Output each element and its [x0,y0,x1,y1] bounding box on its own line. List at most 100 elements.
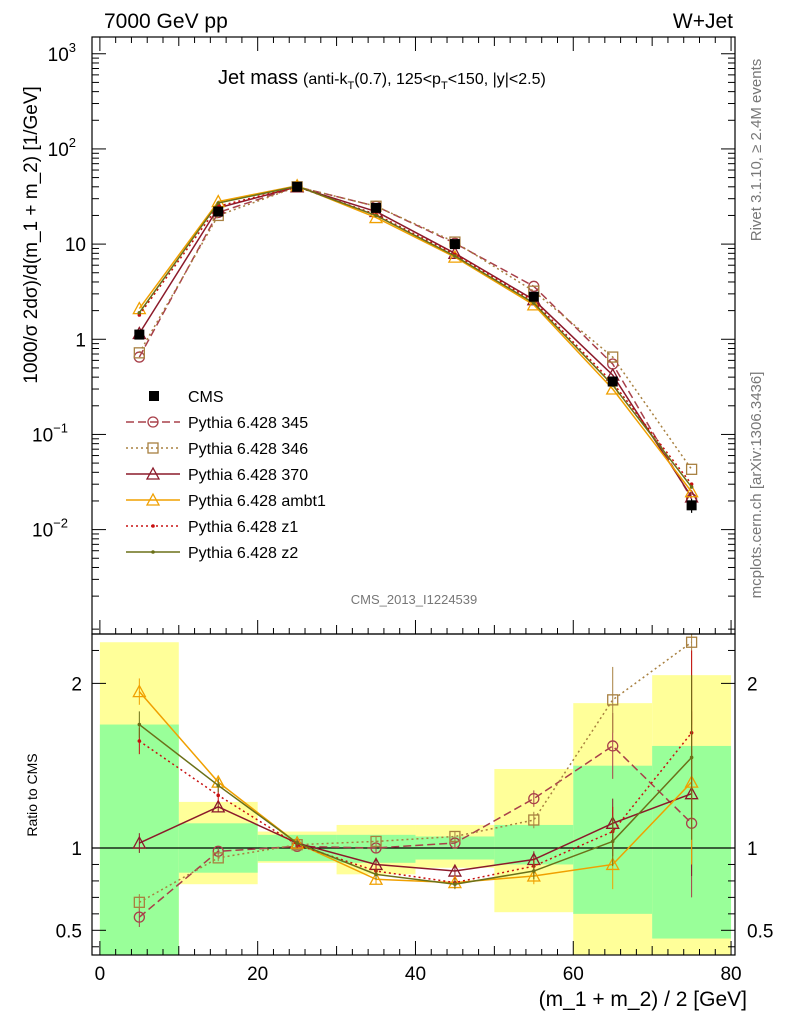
tick-exponent: 2 [69,135,76,150]
ratio-point-ambt1 [605,857,620,871]
x-axis-label: (m_1 + m_2) / 2 [GeV] [539,988,747,1011]
ratio-point-ambt1 [368,871,384,885]
ratio-point-z2 [216,783,221,788]
tick-base: 10 [48,140,69,161]
cms-data-point [371,202,382,213]
series-point-p346 [685,463,698,475]
legend-entry-p370: Pythia 6.428 370 [126,466,308,484]
cms-data-point [292,181,303,192]
ratio-point-p345 [607,740,619,752]
series-point-p346 [133,347,145,359]
legend-entry-ambt1: Pythia 6.428 ambt1 [126,492,326,510]
series-point-z2 [689,485,694,489]
series-point-z2 [137,310,142,315]
series-point-z2 [453,254,457,258]
ratio-y-tick-label: 1 [71,839,82,860]
legend-entry-p346: Pythia 6.428 346 [126,441,308,458]
main-y-tick-label: 10−2 [32,516,68,542]
legend-label-z1: Pythia 6.428 z1 [188,519,298,536]
series-point-p346 [607,351,619,363]
header-left: 7000 GeV pp [104,10,228,33]
ratio-point-ambt1 [132,684,147,698]
plot-title: Jet mass (anti-kT(0.7), 125<pT<150, |y|<2… [218,67,546,92]
tick-base: 10 [32,521,53,542]
ratio-point-ambt1 [526,868,541,882]
legend-entry-z2: Pythia 6.428 z2 [126,545,298,562]
plot-title-main: Jet mass [218,67,298,89]
cms-data-point [213,206,224,217]
x-tick-label: 20 [247,964,268,985]
series-point-z2 [216,201,221,205]
ratio-series [132,634,699,928]
series-point-z2 [374,213,378,218]
ratio-point-z2 [374,872,378,877]
ratio-line-p370 [139,792,692,872]
plot-title-detail: (anti-k [303,71,348,88]
ratio-y-tick-label: 2 [71,674,82,695]
legend-entry-cms: CMS [149,389,224,406]
ratio-line-z2 [138,723,693,885]
analysis-watermark: CMS_2013_I1224539 [351,592,478,607]
legend-marker-p346 [147,442,159,454]
legend-label-cms: CMS [188,389,224,406]
series-line-z2 [138,185,693,488]
series-line-p345 [138,186,693,500]
ratio-y-tick-label-right: 0.5 [747,921,773,942]
ratio-point-p345 [133,911,145,923]
ratio-point-z1 [216,793,221,798]
legend-marker-z1 [151,524,155,528]
ratio-point-p346 [370,835,382,848]
ratio-point-p370 [132,835,147,849]
tick-base: 10 [32,425,53,446]
cms-data-point [686,500,697,511]
tick-exponent: 3 [69,40,76,55]
tick-exponent: −1 [53,420,68,435]
ratio-point-p346 [212,852,224,864]
cms-data-point [607,376,618,387]
legend-entry-p345: Pythia 6.428 345 [126,415,308,432]
main-y-tick-label: 10 [65,235,86,256]
ratio-y-tick-label-right: 2 [747,674,758,695]
ratio-line-p345 [138,744,693,918]
ratio-point-z1 [137,739,142,743]
ratio-point-z2 [295,841,299,845]
ratio-y-tick-label: 0.5 [56,921,82,942]
mcplots-label: mcplots.cern.ch [arXiv:1306.3436] [748,372,765,599]
ratio-point-z2 [137,722,142,727]
main-y-tick-label: 102 [48,135,76,161]
plot-frames [91,36,736,956]
tick-base: 10 [48,45,69,66]
series-point-p370 [447,245,463,259]
legend-marker-z2 [151,550,155,554]
legend-marker-ambt1 [145,492,161,506]
ratio-point-z2 [532,869,536,873]
ratio-line-z1 [138,732,693,884]
series-line-p370 [138,186,693,498]
ratio-point-p346 [449,830,461,843]
legend-label-p370: Pythia 6.428 370 [188,467,308,484]
series-point-z2 [532,301,536,305]
ratio-point-z2 [610,839,615,844]
legend-label-p345: Pythia 6.428 345 [188,415,308,432]
ratio-point-p345 [528,792,540,805]
ratio-point-p346 [607,694,619,706]
main-y-tick-label: 103 [48,40,76,66]
legend-label-ambt1: Pythia 6.428 ambt1 [188,493,326,510]
main-y-tick-label: 10−1 [32,420,68,446]
cms-data-point [134,329,145,340]
legend-label-p346: Pythia 6.428 346 [188,441,308,458]
legend-marker-p345 [147,416,159,428]
series-line-z1 [138,186,693,485]
plot-title-sub1: T [347,80,354,92]
tick-exponent: −2 [53,516,68,531]
ratio-frame [91,633,736,956]
ratio-y-axis-label: Ratio to CMS [24,753,40,836]
series-line-p346 [138,186,693,470]
legend: CMS Pythia 6.428 345 Pythia 6.428 346 Pythi… [126,389,326,562]
legend-marker-cms [149,391,159,401]
ratio-point-p370 [211,799,226,813]
x-tick-label: 40 [405,964,426,985]
ratio-point-p346 [133,896,145,908]
ratio-line-ambt1 [138,691,693,884]
main-y-axis-label: 1000/σ 2dσ)/d(m_1 + m_2) [1/GeV] [21,86,42,384]
